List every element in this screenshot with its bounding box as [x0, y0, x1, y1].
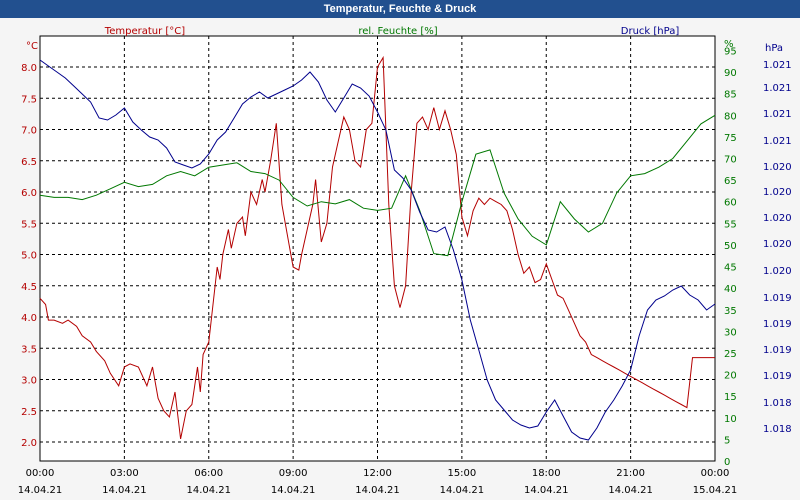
temp-tick-label: 5.5 [21, 219, 37, 230]
x-tick-date: 14.04.21 [186, 485, 231, 496]
hum-tick-label: 85 [724, 90, 737, 101]
press-tick-label: 1.019 [763, 345, 792, 356]
hum-tick-label: 65 [724, 176, 737, 187]
hum-tick-label: 10 [724, 414, 737, 425]
press-tick-label: 1.020 [763, 213, 792, 224]
hum-tick-label: 95 [724, 46, 737, 57]
x-tick-date: 15.04.21 [693, 485, 738, 496]
temp-tick-label: 8.0 [21, 63, 37, 74]
temp-tick-label: 7.5 [21, 94, 37, 105]
hum-tick-label: 30 [724, 327, 737, 338]
right-axis-ticks: 1.021 1.021 1.021 1.021 1.020 1.020 1.020 1.020… [763, 43, 792, 435]
press-tick-label: 1.021 [763, 109, 792, 120]
temp-tick-label: 3.5 [21, 344, 37, 355]
series-line-temp [39, 55, 715, 439]
x-tick-date: 14.04.21 [355, 485, 400, 496]
hum-tick-label: 75 [724, 133, 737, 144]
x-tick-time: 03:00 [110, 468, 139, 479]
press-tick-label: 1.021 [763, 83, 792, 94]
hum-tick-label: 35 [724, 306, 737, 317]
hum-tick-label: 55 [724, 219, 737, 230]
series-group [39, 55, 716, 441]
press-tick-label: 1.020 [763, 162, 792, 173]
temp-tick-label: 3.0 [21, 376, 37, 387]
temp-tick-label: 7.0 [21, 126, 37, 137]
press-tick-label: 1.021 [763, 60, 792, 71]
press-tick-label: 1.020 [763, 266, 792, 277]
temp-tick-label: 2.5 [21, 407, 37, 418]
legend-hum: rel. Feuchte [%] [358, 26, 437, 37]
legend-press: Druck [hPa] [621, 26, 680, 37]
temp-unit-label: °C [26, 41, 38, 52]
left-axis-ticks: 2.0 2.5 3.0 3.5 4.0 4.5 5.0 5.5 6.0 6.5 7.0 7.5 8.0 [21, 63, 37, 449]
press-tick-label: 1.018 [763, 398, 792, 409]
temp-tick-label: 4.0 [21, 313, 37, 324]
x-tick-date: 14.04.21 [524, 485, 569, 496]
x-tick-date: 14.04.21 [102, 485, 147, 496]
temp-tick-label: 5.0 [21, 251, 37, 262]
hum-tick-label: 0 [724, 457, 730, 468]
hum-tick-label: 40 [724, 284, 737, 295]
hum-tick-label: 45 [724, 263, 737, 274]
temp-tick-label: 6.5 [21, 157, 37, 168]
hum-tick-label: 50 [724, 241, 737, 252]
hum-tick-label: 15 [724, 392, 737, 403]
x-tick-time: 00:00 [26, 468, 55, 479]
legend-temp: Temperatur [°C] [104, 26, 185, 37]
series-line-press [39, 59, 716, 441]
x-tick-time: 06:00 [194, 468, 223, 479]
x-tick-time: 12:00 [363, 468, 392, 479]
hum-tick-label: 60 [724, 198, 737, 209]
x-tick-time: 09:00 [279, 468, 308, 479]
hum-tick-label: 90 [724, 68, 737, 79]
temp-tick-label: 4.5 [21, 282, 37, 293]
press-tick-label: 1.019 [763, 293, 792, 304]
x-tick-time: 18:00 [532, 468, 561, 479]
x-tick-time: 00:00 [701, 468, 730, 479]
hum-tick-label: 25 [724, 349, 737, 360]
window-title: Temperatur, Feuchte & Druck [0, 0, 800, 18]
x-tick-date: 14.04.21 [608, 485, 653, 496]
press-tick-label: hPa [765, 43, 783, 54]
series-line-hum [39, 114, 716, 257]
press-tick-label: 1.019 [763, 319, 792, 330]
x-tick-date: 14.04.21 [18, 485, 63, 496]
temp-tick-label: 2.0 [21, 438, 37, 449]
press-tick-label: 1.020 [763, 239, 792, 250]
hum-tick-label: % [724, 39, 734, 50]
press-tick-label: 1.019 [763, 371, 792, 382]
hum-tick-label: 5 [724, 435, 730, 446]
x-tick-time: 21:00 [616, 468, 645, 479]
hum-tick-label: 20 [724, 371, 737, 382]
x-axis-ticks: 00:00 14.04.21 03:00 14.04.21 06:00 14.04.21 0… [18, 468, 738, 496]
press-tick-label: 1.020 [763, 187, 792, 198]
x-tick-time: 15:00 [447, 468, 476, 479]
hum-tick-label: 70 [724, 155, 737, 166]
x-tick-date: 14.04.21 [271, 485, 316, 496]
hum-tick-label: 80 [724, 111, 737, 122]
press-tick-label: 1.018 [763, 424, 792, 435]
temp-tick-label: 6.0 [21, 188, 37, 199]
press-tick-label: 1.021 [763, 136, 792, 147]
x-tick-date: 14.04.21 [440, 485, 485, 496]
middle-axis-ticks: 0 5 10 15 20 25 30 35 40 45 50 55 60 65 70 75 80 85 90 95% [724, 39, 737, 468]
